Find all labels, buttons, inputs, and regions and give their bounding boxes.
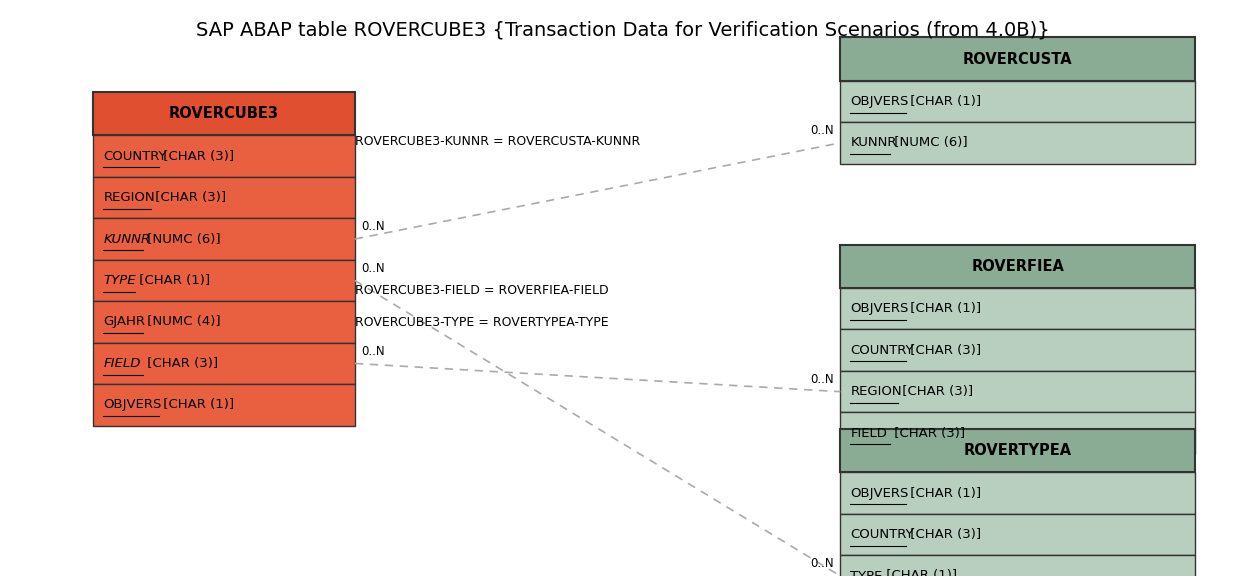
Text: OBJVERS: OBJVERS [103,399,162,411]
Text: [CHAR (1)]: [CHAR (1)] [159,399,234,411]
FancyBboxPatch shape [93,135,355,177]
Text: 0..N: 0..N [361,220,385,233]
Text: [NUMC (6)]: [NUMC (6)] [143,233,220,245]
Text: FIELD: FIELD [103,357,141,370]
Text: [CHAR (3)]: [CHAR (3)] [151,191,225,204]
Text: 0..N: 0..N [810,373,834,386]
FancyBboxPatch shape [840,555,1195,576]
Text: ROVERFIEA: ROVERFIEA [971,259,1064,274]
Text: [NUMC (4)]: [NUMC (4)] [143,316,220,328]
Text: [CHAR (3)]: [CHAR (3)] [906,528,981,541]
Text: GJAHR [NUMC (4)]: GJAHR [NUMC (4)] [103,316,223,328]
Text: [CHAR (1)]: [CHAR (1)] [906,487,981,499]
Text: REGION [CHAR (3)]: REGION [CHAR (3)] [850,385,977,398]
Text: 0..N: 0..N [810,124,834,137]
Text: COUNTRY: COUNTRY [103,150,167,162]
Text: ROVERCUBE3-KUNNR = ROVERCUSTA-KUNNR: ROVERCUBE3-KUNNR = ROVERCUSTA-KUNNR [355,135,640,147]
FancyBboxPatch shape [93,260,355,301]
Text: [CHAR (3)]: [CHAR (3)] [906,344,981,357]
FancyBboxPatch shape [840,122,1195,164]
Text: OBJVERS [CHAR (1)]: OBJVERS [CHAR (1)] [103,399,237,411]
FancyBboxPatch shape [840,245,1195,288]
Text: [NUMC (6)]: [NUMC (6)] [890,137,967,149]
Text: [CHAR (3)]: [CHAR (3)] [890,427,965,439]
Text: REGION [CHAR (3)]: REGION [CHAR (3)] [103,191,230,204]
FancyBboxPatch shape [93,218,355,260]
FancyBboxPatch shape [93,301,355,343]
Text: KUNNR: KUNNR [850,137,896,149]
Text: OBJVERS: OBJVERS [850,95,909,108]
FancyBboxPatch shape [840,429,1195,472]
Text: TYPE: TYPE [103,274,136,287]
Text: KUNNR: KUNNR [103,233,151,245]
Text: GJAHR: GJAHR [103,316,146,328]
Text: COUNTRY [CHAR (3)]: COUNTRY [CHAR (3)] [103,150,242,162]
Text: ROVERTYPEA: ROVERTYPEA [964,443,1072,458]
Text: [CHAR (3)]: [CHAR (3)] [143,357,218,370]
Text: [CHAR (1)]: [CHAR (1)] [134,274,210,287]
FancyBboxPatch shape [840,329,1195,371]
Text: TYPE [CHAR (1)]: TYPE [CHAR (1)] [103,274,210,287]
Text: REGION: REGION [850,385,901,398]
Text: SAP ABAP table ROVERCUBE3 {Transaction Data for Verification Scenarios (from 4.0: SAP ABAP table ROVERCUBE3 {Transaction D… [195,20,1050,39]
Text: OBJVERS [CHAR (1)]: OBJVERS [CHAR (1)] [850,95,984,108]
Text: FIELD [CHAR (3)]: FIELD [CHAR (3)] [103,357,215,370]
Text: ROVERCUBE3-TYPE = ROVERTYPEA-TYPE: ROVERCUBE3-TYPE = ROVERTYPEA-TYPE [355,316,609,329]
Text: KUNNR [NUMC (6)]: KUNNR [NUMC (6)] [850,137,975,149]
Text: [CHAR (1)]: [CHAR (1)] [881,570,957,576]
Text: TYPE: TYPE [850,570,883,576]
Text: [CHAR (1)]: [CHAR (1)] [906,302,981,315]
Text: ROVERCUBE3: ROVERCUBE3 [169,106,279,122]
Text: COUNTRY [CHAR (3)]: COUNTRY [CHAR (3)] [850,344,989,357]
Text: OBJVERS: OBJVERS [850,487,909,499]
FancyBboxPatch shape [840,514,1195,555]
Text: FIELD: FIELD [850,427,888,439]
FancyBboxPatch shape [840,288,1195,329]
FancyBboxPatch shape [93,177,355,218]
Text: KUNNR [NUMC (6)]: KUNNR [NUMC (6)] [103,233,228,245]
FancyBboxPatch shape [93,384,355,426]
FancyBboxPatch shape [840,81,1195,122]
Text: COUNTRY: COUNTRY [850,344,914,357]
Text: TYPE [CHAR (1)]: TYPE [CHAR (1)] [850,570,957,576]
Text: FIELD [CHAR (3)]: FIELD [CHAR (3)] [850,427,962,439]
Text: OBJVERS [CHAR (1)]: OBJVERS [CHAR (1)] [850,487,984,499]
Text: REGION: REGION [103,191,154,204]
Text: [CHAR (3)]: [CHAR (3)] [159,150,234,162]
FancyBboxPatch shape [840,412,1195,454]
FancyBboxPatch shape [93,92,355,135]
Text: COUNTRY [CHAR (3)]: COUNTRY [CHAR (3)] [850,528,989,541]
Text: 0..N: 0..N [361,344,385,358]
Text: COUNTRY: COUNTRY [850,528,914,541]
Text: ROVERCUBE3-FIELD = ROVERFIEA-FIELD: ROVERCUBE3-FIELD = ROVERFIEA-FIELD [355,285,609,297]
FancyBboxPatch shape [93,343,355,384]
Text: OBJVERS [CHAR (1)]: OBJVERS [CHAR (1)] [850,302,984,315]
FancyBboxPatch shape [840,371,1195,412]
Text: [CHAR (1)]: [CHAR (1)] [906,95,981,108]
FancyBboxPatch shape [840,472,1195,514]
Text: 0..N: 0..N [810,557,834,570]
Text: ROVERCUSTA: ROVERCUSTA [962,51,1073,67]
FancyBboxPatch shape [840,37,1195,81]
Text: 0..N: 0..N [361,262,385,275]
Text: [CHAR (3)]: [CHAR (3)] [898,385,972,398]
Text: OBJVERS: OBJVERS [850,302,909,315]
